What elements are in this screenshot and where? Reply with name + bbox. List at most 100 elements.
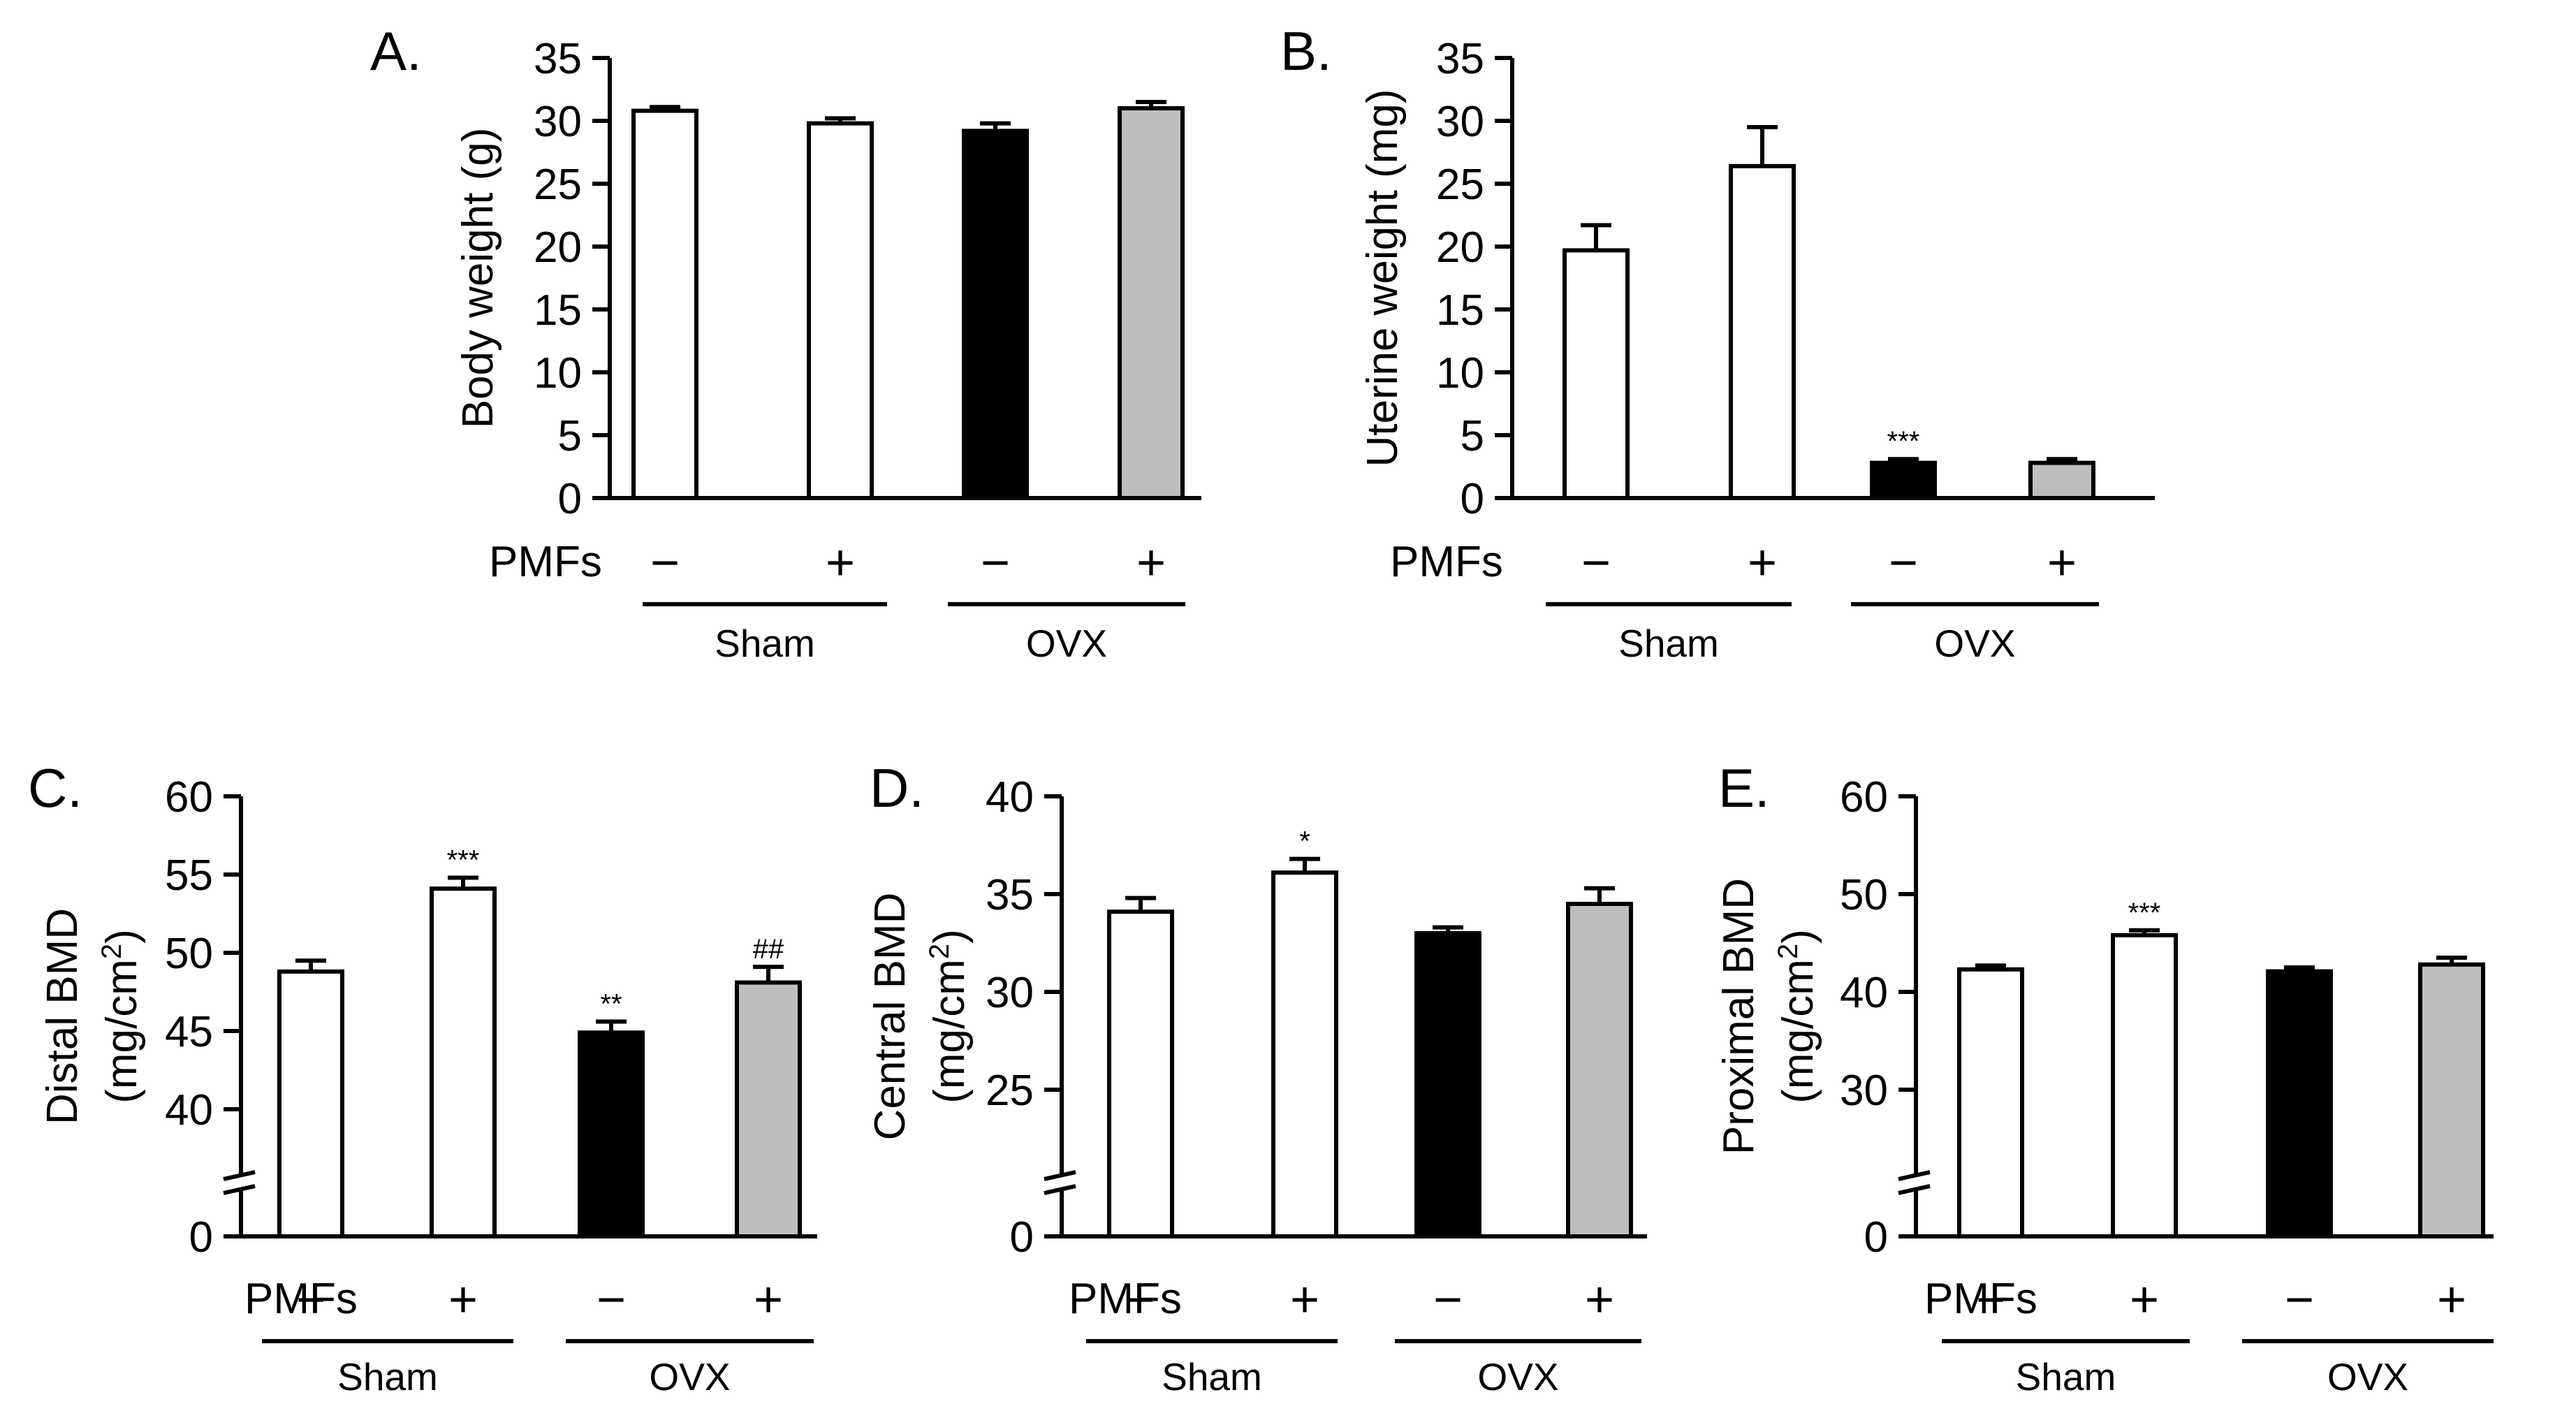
y-tick-label: 60: [165, 773, 213, 821]
treatment-sign: +: [1290, 1272, 1319, 1328]
treatment-sign: +: [754, 1272, 783, 1328]
significance-label: **: [600, 989, 622, 1020]
axis-break-mark: [1898, 1170, 1931, 1181]
y-axis-unit-sup: 2: [96, 944, 127, 959]
group-label: Sham: [337, 1355, 438, 1398]
bar: [1870, 460, 1937, 500]
y-tick-label: 50: [165, 930, 213, 978]
treatment-sign: +: [2047, 535, 2077, 591]
y-tick-label: 30: [534, 98, 582, 146]
y-tick-label: 40: [986, 773, 1034, 821]
y-tick-label: 10: [1436, 349, 1484, 397]
y-axis-unit: (mg/cm2): [1773, 929, 1822, 1104]
bar: [2418, 962, 2485, 1239]
bar: [631, 108, 698, 501]
y-axis-label: Body weight (g): [454, 128, 502, 429]
pmfs-label: PMFs: [489, 538, 602, 586]
y-axis-unit-sup: 2: [924, 944, 955, 959]
bar: [1563, 248, 1630, 500]
y-tick-label: 0: [1010, 1213, 1034, 1262]
bar: [2111, 933, 2178, 1239]
bar: [1957, 967, 2024, 1239]
axis-break-mark: [1044, 1170, 1076, 1181]
treatment-sign: +: [448, 1272, 478, 1328]
treatment-sign: +: [1136, 535, 1166, 591]
y-axis-unit: (mg/cm2): [96, 929, 146, 1104]
bar: [1566, 902, 1633, 1238]
bar: [277, 969, 344, 1238]
treatment-sign: +: [1748, 535, 1777, 591]
bar: [1118, 106, 1185, 500]
significance-label: ***: [447, 845, 480, 875]
y-tick-label: 35: [1436, 35, 1484, 83]
bar: [962, 129, 1029, 500]
group-label: Sham: [2016, 1355, 2116, 1398]
y-axis-unit-text: (mg/cm: [98, 959, 146, 1104]
significance-label: ***: [1887, 426, 1920, 457]
y-tick-label: 0: [558, 475, 582, 523]
y-tick-label: 25: [534, 161, 582, 209]
y-axis-unit: (mg/cm2): [924, 929, 974, 1104]
treatment-sign: −: [1126, 1272, 1155, 1328]
y-axis-unit-text: (mg/cm: [1774, 959, 1822, 1104]
group-label: OVX: [1477, 1355, 1558, 1398]
y-tick-label: 50: [1840, 871, 1888, 919]
bar: [1729, 163, 1796, 501]
y-tick-label: 45: [165, 1008, 213, 1056]
treatment-sign: +: [2130, 1272, 2159, 1328]
y-tick-label: 30: [1840, 1067, 1888, 1115]
y-axis-label: Uterine weight (mg): [1359, 89, 1407, 467]
significance-label: *: [1299, 826, 1310, 857]
panel-letter: E.: [1718, 757, 1770, 819]
y-tick-label: 25: [986, 1067, 1034, 1115]
y-tick-label: 35: [986, 871, 1034, 919]
y-axis-unit-close: ): [925, 929, 974, 944]
treatment-sign: −: [1976, 1272, 2005, 1328]
group-label: OVX: [2327, 1355, 2408, 1398]
y-axis-label: Distal BMD: [38, 908, 87, 1125]
panel-letter: C.: [28, 757, 82, 819]
treatment-sign: +: [2437, 1272, 2466, 1328]
bar: [2266, 969, 2333, 1238]
group-label: OVX: [1026, 622, 1107, 665]
treatment-sign: −: [1581, 535, 1611, 591]
axis-break-mark: [1898, 1184, 1931, 1195]
treatment-sign: −: [1433, 1272, 1463, 1328]
y-tick-label: 25: [1436, 161, 1484, 209]
pmfs-label: PMFs: [244, 1275, 358, 1323]
y-tick-label: 15: [534, 286, 582, 335]
treatment-sign: −: [597, 1272, 626, 1328]
y-tick-label: 55: [165, 851, 213, 900]
axis-break-mark: [223, 1170, 256, 1181]
y-tick-label: 40: [1840, 969, 1888, 1017]
y-axis-unit-close: ): [98, 929, 146, 944]
y-tick-label: 30: [1436, 98, 1484, 146]
treatment-sign: −: [2285, 1272, 2314, 1328]
significance-label: ##: [753, 934, 784, 965]
group-label: Sham: [715, 622, 815, 665]
bar: [807, 121, 874, 501]
y-tick-label: 35: [534, 35, 582, 83]
treatment-sign: +: [1585, 1272, 1614, 1328]
pmfs-label: PMFs: [1069, 1275, 1182, 1323]
treatment-sign: −: [981, 535, 1010, 591]
y-axis-unit-text: (mg/cm: [925, 959, 974, 1104]
y-tick-label: 0: [1461, 475, 1484, 523]
group-label: OVX: [1934, 622, 2015, 665]
y-axis-label: Central BMD: [866, 893, 914, 1141]
y-tick-label: 30: [986, 969, 1034, 1017]
y-axis-label: Proximal BMD: [1715, 878, 1763, 1155]
y-axis-unit-sup: 2: [1773, 944, 1803, 959]
y-tick-label: 0: [1864, 1213, 1888, 1262]
y-tick-label: 0: [189, 1213, 213, 1262]
panel-letter: B.: [1280, 20, 1332, 82]
group-label: Sham: [1618, 622, 1719, 665]
y-tick-label: 5: [558, 412, 582, 460]
treatment-sign: +: [826, 535, 855, 591]
bar: [1414, 931, 1481, 1238]
bar: [1107, 909, 1174, 1238]
